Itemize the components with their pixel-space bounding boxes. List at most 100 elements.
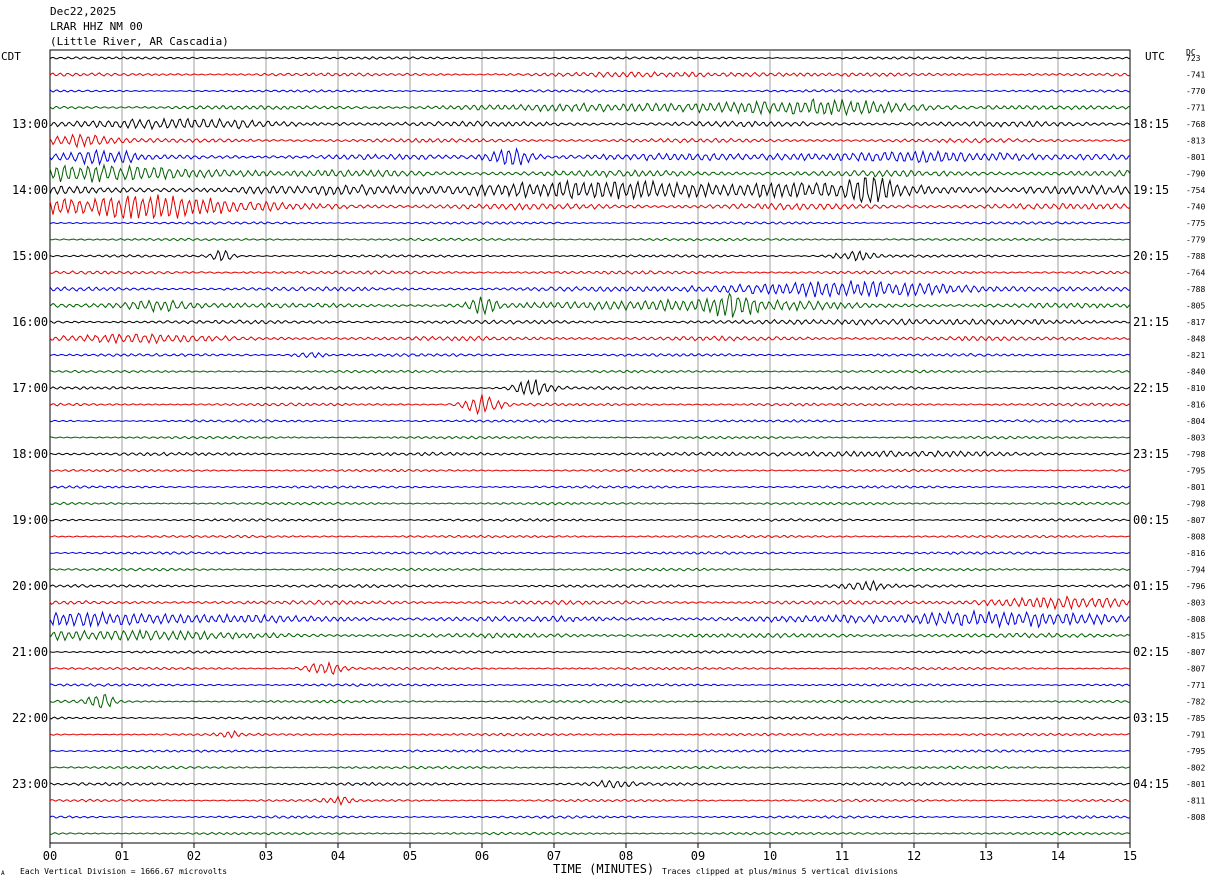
x-tick-label: 15 (1123, 849, 1137, 863)
trace-35 (49, 628, 1131, 642)
dc-offset-label: -816 (1186, 401, 1205, 410)
dc-offset-label: -775 (1186, 219, 1205, 228)
trace-10 (49, 221, 1131, 225)
dc-offset-label: -795 (1186, 467, 1205, 476)
dc-offset-label: -771 (1186, 104, 1205, 113)
trace-29 (49, 534, 1131, 539)
trace-32 (49, 579, 1131, 592)
dc-offset-label: -811 (1186, 797, 1205, 806)
trace-45 (49, 795, 1130, 807)
scale-note: Each Vertical Division = 1666.67 microvo… (20, 867, 228, 876)
left-hour-label: 13:00 (12, 117, 48, 131)
dc-offset-label: -813 (1186, 137, 1205, 146)
x-tick-label: 02 (187, 849, 201, 863)
right-hour-label: 00:15 (1133, 513, 1169, 527)
dc-title: DC (1186, 48, 1196, 57)
left-hour-label: 22:00 (12, 711, 48, 725)
trace-40 (49, 716, 1130, 720)
trace-44 (49, 779, 1131, 789)
trace-31 (49, 567, 1131, 572)
trace-17 (49, 333, 1131, 345)
dc-offset-label: -788 (1186, 252, 1205, 261)
plot-frame (49, 49, 1131, 844)
right-hour-label: 18:15 (1133, 117, 1169, 131)
trace-9 (49, 194, 1131, 220)
trace-13 (49, 270, 1131, 275)
trace-37 (49, 660, 1131, 675)
left-hour-label: 20:00 (12, 579, 48, 593)
trace-11 (49, 237, 1131, 242)
dc-offset-label: -754 (1186, 186, 1205, 195)
x-tick-label: 06 (475, 849, 489, 863)
trace-33 (49, 595, 1131, 611)
x-tick-label: 07 (547, 849, 561, 863)
trace-28 (49, 518, 1131, 522)
trace-15 (49, 292, 1131, 318)
dc-offset-label: -804 (1186, 417, 1205, 426)
trace-24 (49, 449, 1131, 458)
dc-offset-label: -807 (1186, 648, 1205, 657)
x-tick-label: 10 (763, 849, 777, 863)
dc-offset-label: -848 (1186, 335, 1205, 344)
trace-8 (49, 176, 1131, 204)
x-tick-label: 05 (403, 849, 417, 863)
trace-21 (49, 394, 1131, 416)
left-hour-label: 23:00 (12, 777, 48, 791)
dc-offset-label: -810 (1186, 384, 1205, 393)
clip-note: Traces clipped at plus/minus 5 vertical … (662, 867, 899, 876)
dc-offset-label: -785 (1186, 714, 1205, 723)
trace-2 (49, 89, 1130, 93)
trace-26 (49, 485, 1131, 489)
dc-offset-label: 723 (1186, 54, 1201, 63)
x-tick-label: 12 (907, 849, 921, 863)
right-hour-label: 23:15 (1133, 447, 1169, 461)
right-axis-title: UTC (1145, 50, 1165, 63)
dc-offset-label: -771 (1186, 681, 1205, 690)
trace-4 (49, 117, 1131, 131)
left-hour-label: 14:00 (12, 183, 48, 197)
trace-34 (49, 608, 1131, 629)
trace-42 (49, 749, 1131, 753)
left-hour-label: 21:00 (12, 645, 48, 659)
dc-offset-label: -798 (1186, 450, 1205, 459)
dc-offset-label: -768 (1186, 120, 1205, 129)
dc-offset-label: -808 (1186, 813, 1205, 822)
trace-20 (49, 379, 1131, 396)
trace-0 (49, 56, 1131, 60)
x-tick-label: 00 (43, 849, 57, 863)
x-tick-label: 04 (331, 849, 345, 863)
left-hour-label: 19:00 (12, 513, 48, 527)
dc-offset-label: -801 (1186, 153, 1205, 162)
dc-offset-label: -807 (1186, 665, 1205, 674)
trace-16 (49, 318, 1131, 326)
trace-19 (49, 369, 1131, 374)
x-tick-label: 11 (835, 849, 849, 863)
dc-offset-label: -808 (1186, 615, 1205, 624)
dc-offset-label: -816 (1186, 549, 1205, 558)
dc-offset-label: -740 (1186, 203, 1205, 212)
right-hour-label: 20:15 (1133, 249, 1169, 263)
trace-46 (49, 815, 1131, 819)
dc-offset-label: -801 (1186, 483, 1205, 492)
dc-offset-label: -795 (1186, 747, 1205, 756)
dc-offset-label: -782 (1186, 698, 1205, 707)
dc-offset-label: -791 (1186, 731, 1205, 740)
trace-41 (49, 730, 1131, 739)
dc-offset-label: -779 (1186, 236, 1205, 245)
x-tick-label: 13 (979, 849, 993, 863)
x-tick-label: 09 (691, 849, 705, 863)
trace-18 (49, 352, 1131, 359)
trace-23 (49, 435, 1131, 440)
plot-date: Dec22,2025 (50, 5, 117, 18)
dc-offset-label: -794 (1186, 566, 1205, 575)
left-hour-label: 15:00 (12, 249, 48, 263)
dc-offset-label: -802 (1186, 764, 1205, 773)
trace-12 (49, 249, 1130, 262)
trace-1 (49, 71, 1131, 78)
dc-offset-label: -815 (1186, 632, 1205, 641)
left-axis-title: CDT (1, 50, 21, 63)
station-location: (Little River, AR Cascadia) (50, 35, 229, 48)
trace-39 (49, 694, 1131, 709)
x-tick-label: 14 (1051, 849, 1065, 863)
trace-6 (49, 146, 1131, 166)
